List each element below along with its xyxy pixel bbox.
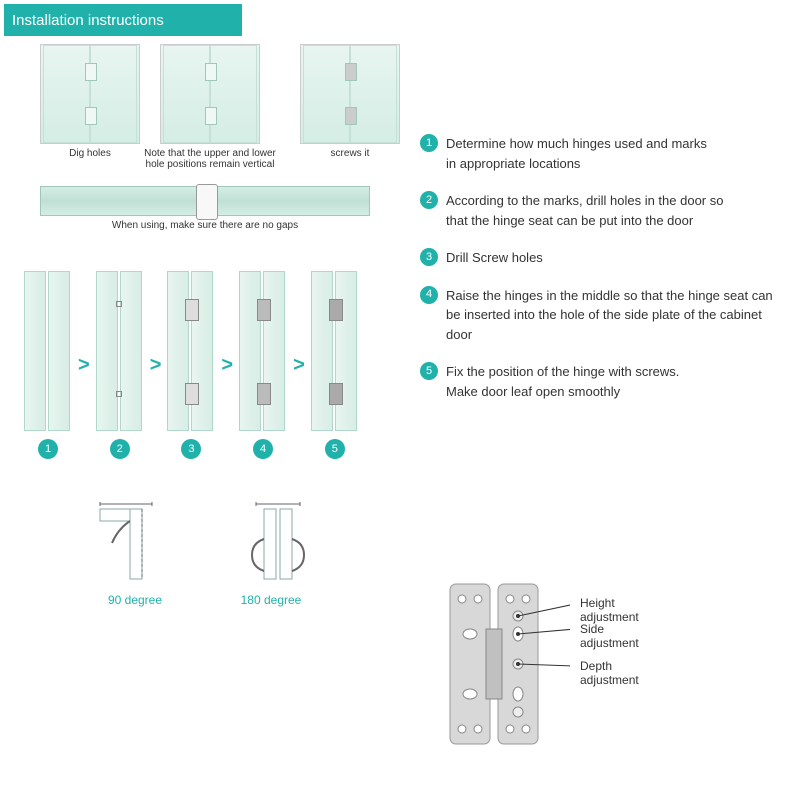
- instruction-5: 5 Fix the position of the hinge with scr…: [420, 362, 790, 401]
- hinge-detail-diagram: Height adjustment Side adjustment Depth …: [430, 574, 570, 759]
- panel-vertical: Note that the upper and lower hole posit…: [160, 44, 280, 170]
- instruction-4: 4 Raise the hinges in the middle so that…: [420, 286, 790, 345]
- instructions-list: 1 Determine how much hinges used and mar…: [420, 134, 790, 419]
- door-step-5: 5: [311, 271, 359, 459]
- door-step-1: 1: [24, 271, 72, 459]
- door-step-2: 2: [96, 271, 144, 459]
- degree-90: 90 degree: [90, 499, 180, 607]
- chevron-icon: >: [221, 354, 233, 377]
- step-num-2: 2: [110, 439, 130, 459]
- door-step-3: 3: [167, 271, 215, 459]
- callout-height: Height adjustment: [580, 596, 639, 624]
- strip-diagram: When using, make sure there are no gaps: [40, 186, 370, 231]
- chevron-icon: >: [78, 354, 90, 377]
- door-step-4: 4: [239, 271, 287, 459]
- step-num-3: 3: [181, 439, 201, 459]
- instruction-3: 3 Drill Screw holes: [420, 248, 790, 268]
- step-num-4: 4: [253, 439, 273, 459]
- strip-label: When using, make sure there are no gaps: [40, 220, 370, 231]
- panel-dig-holes: Dig holes: [40, 44, 140, 170]
- panel-screws: screws it: [300, 44, 400, 170]
- callout-depth: Depth adjustment: [580, 659, 639, 687]
- instruction-1: 1 Determine how much hinges used and mar…: [420, 134, 790, 173]
- panel-label-3: screws it: [300, 148, 400, 159]
- degree-180: 180 degree: [226, 499, 316, 607]
- callout-side: Side adjustment: [580, 622, 639, 650]
- panel-label-2: Note that the upper and lower hole posit…: [140, 148, 280, 170]
- header-bar: Installation instructions: [4, 4, 242, 36]
- instruction-2: 2 According to the marks, drill holes in…: [420, 191, 790, 230]
- panel-label-1: Dig holes: [40, 148, 140, 159]
- degree-180-label: 180 degree: [241, 593, 302, 607]
- step-num-1: 1: [38, 439, 58, 459]
- chevron-icon: >: [150, 354, 162, 377]
- step-num-5: 5: [325, 439, 345, 459]
- chevron-icon: >: [293, 354, 305, 377]
- degree-90-label: 90 degree: [108, 593, 162, 607]
- page-title: Installation instructions: [12, 12, 164, 29]
